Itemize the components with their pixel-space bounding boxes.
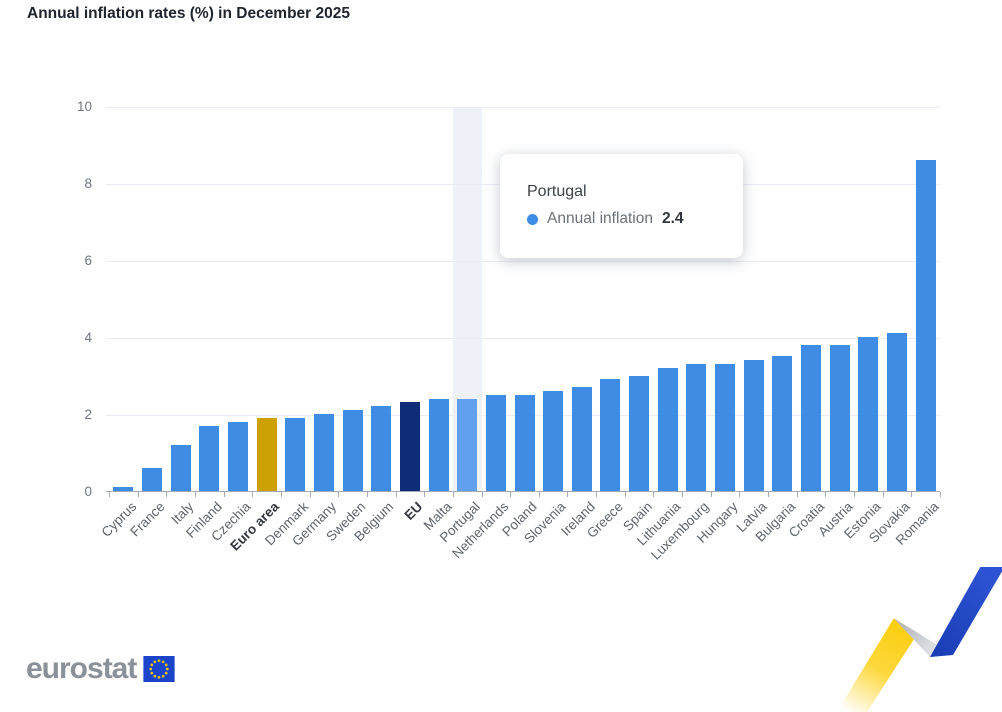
decorative-ribbon [837,567,1002,712]
tooltip-series-row: Annual inflation 2.4 [527,210,717,228]
y-gridline [106,107,940,108]
bar-netherlands[interactable] [485,394,506,491]
x-axis-tick [854,492,856,497]
x-axis-tick [739,492,741,497]
x-axis-tick [911,492,913,497]
bar-finland[interactable] [199,425,220,491]
x-axis-tick [137,492,139,497]
bar-italy[interactable] [170,444,191,491]
bar-luxembourg[interactable] [686,363,707,491]
x-axis-tick [223,492,225,497]
x-axis-line [106,491,940,492]
bar-austria[interactable] [829,344,850,491]
x-axis-tick [481,492,483,497]
x-axis-tick [796,492,798,497]
eurostat-logo[interactable]: eurostat [26,652,175,686]
eu-flag-icon [143,656,175,682]
x-axis-tick [596,492,598,497]
x-axis-tick [366,492,368,497]
x-axis-tick [768,492,770,497]
bar-portugal[interactable] [457,398,478,491]
x-axis-tick [710,492,712,497]
series-marker-icon [527,213,538,225]
x-axis-tick [624,492,626,497]
x-axis-tick [940,492,941,497]
y-tick-label: 10 [76,99,92,114]
x-axis-tick [825,492,827,497]
x-axis-tick [309,492,311,497]
x-axis-tick [166,492,168,497]
tooltip: Portugal Annual inflation 2.4 [500,154,743,258]
y-gridline [106,338,940,339]
x-axis-tick [653,492,655,497]
bar-romania[interactable] [915,159,936,491]
bar-denmark[interactable] [285,417,306,491]
bar-france[interactable] [141,467,162,491]
x-axis-tick [194,492,196,497]
bar-lithuania[interactable] [657,367,678,491]
bar-croatia[interactable] [801,344,822,491]
tooltip-series-label: Annual inflation [547,210,653,227]
bar-hungary[interactable] [715,363,736,491]
y-tick-label: 0 [84,484,92,499]
x-axis-tick [252,492,254,497]
x-axis-tick [882,492,884,497]
x-axis-labels: Cyprus France Italy Finland Czechia Euro area… [98,499,941,589]
x-axis-tick [338,492,340,497]
chart-title: Annual inflation rates (%) in December 2… [27,5,351,22]
y-tick-label: 4 [84,330,92,345]
x-axis-tick [452,492,454,497]
x-axis-tick [567,492,569,497]
bar-slovenia[interactable] [543,390,564,491]
x-axis-tick [280,492,282,497]
bar-eu[interactable] [399,402,420,491]
bar-spain[interactable] [629,375,650,491]
bar-latvia[interactable] [743,360,764,491]
bar-euro-area[interactable] [256,417,277,491]
tooltip-value: 2.4 [662,210,684,227]
bar-belgium[interactable] [371,406,392,491]
bar-bulgaria[interactable] [772,356,793,491]
bar-ireland[interactable] [571,387,592,491]
bar-estonia[interactable] [858,337,879,491]
y-axis-labels: 0 2 4 6 8 10 [0,99,92,499]
x-axis-tick [395,492,397,497]
y-tick-label: 6 [84,253,92,268]
y-tick-label: 8 [84,176,92,191]
bar-slovakia[interactable] [887,333,908,491]
bar-poland[interactable] [514,394,535,491]
bar-sweden[interactable] [342,410,363,491]
x-axis-tick [538,492,540,497]
x-axis-tick [109,492,110,497]
x-axis-tick [424,492,426,497]
x-axis-tick [510,492,512,497]
y-gridline [106,261,940,262]
bar-czechia[interactable] [227,421,248,491]
bar-malta[interactable] [428,398,449,491]
plot-area [106,107,941,497]
bar-germany[interactable] [313,414,334,491]
eurostat-logo-text: eurostat [26,652,137,685]
bar-cyprus[interactable] [113,487,134,491]
tooltip-category: Portugal [527,183,587,200]
bar-greece[interactable] [600,379,621,491]
x-axis-tick [682,492,684,497]
y-tick-label: 2 [84,407,92,422]
